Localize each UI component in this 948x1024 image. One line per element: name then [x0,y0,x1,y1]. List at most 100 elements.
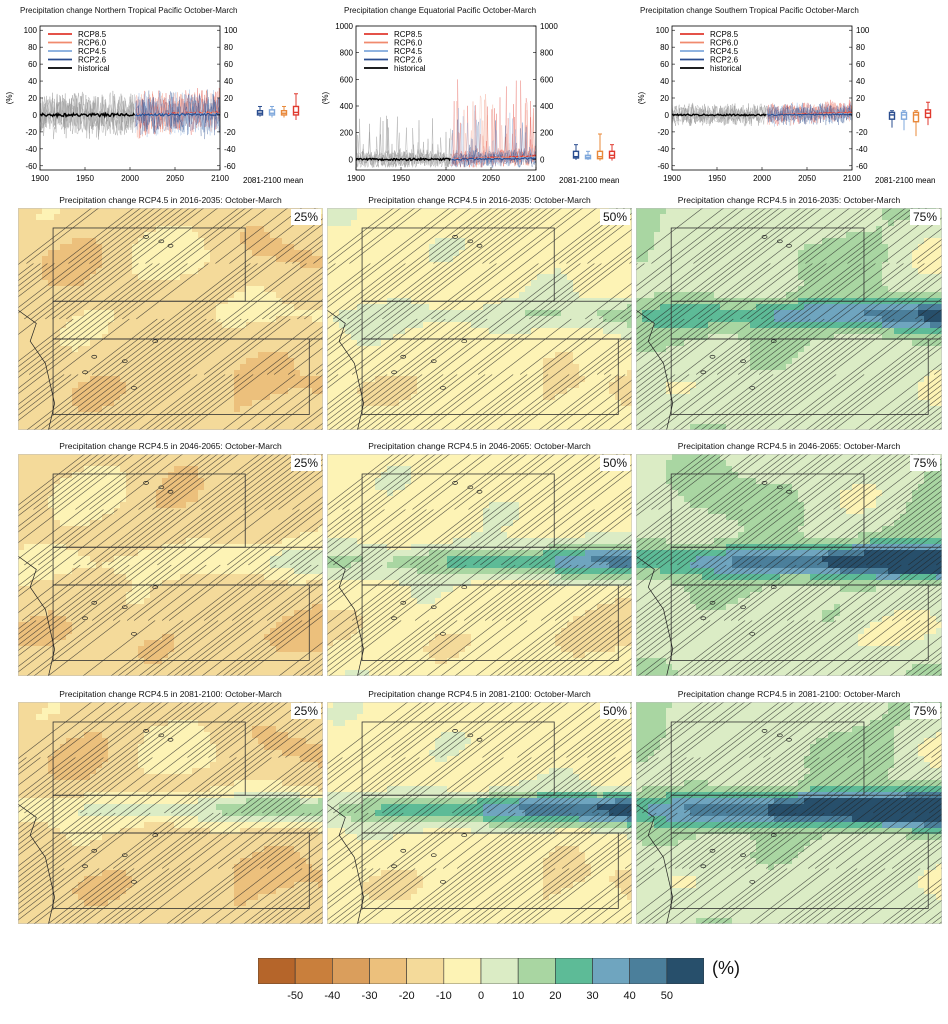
boxplot-rcp85 [608,144,616,161]
field-cell [48,298,54,304]
field-cell [351,286,357,292]
field-cell [579,208,585,214]
y-tick-label: -60 [224,162,236,171]
field-cell [666,238,672,244]
field-cell [375,394,381,400]
field-cell [126,406,132,412]
field-cell [60,382,66,388]
field-cell [738,214,744,220]
field-cell [138,328,144,334]
hatch-line [18,263,48,287]
field-cell [561,400,567,406]
field-cell [519,358,525,364]
field-cell [138,406,144,412]
field-cell [186,262,192,268]
field-cell [525,334,531,340]
field-cell [240,376,246,382]
field-cell [441,268,447,274]
field-cell [186,400,192,406]
field-cell [435,292,441,298]
field-cell [102,382,108,388]
field-cell [48,220,54,226]
field-cell [198,268,204,274]
field-cell [666,226,672,232]
field-cell [381,376,387,382]
field-cell [660,226,666,232]
field-cell [393,274,399,280]
field-cell [60,280,66,286]
field-cell [507,220,513,226]
field-cell [204,376,210,382]
field-cell [453,268,459,274]
field-cell [459,310,465,316]
field-cell [288,226,294,232]
legend-label: RCP8.5 [394,30,423,39]
field-cell [264,346,270,352]
field-cell [96,376,102,382]
scenario-member-line [767,102,853,123]
field-cell [918,226,924,232]
hatch-line [89,208,162,264]
field-cell [180,232,186,238]
hatch-line [377,208,450,264]
field-cell [579,322,585,328]
hatch-line [166,374,240,430]
field-cell [138,238,144,244]
scenario-member-line [767,102,853,127]
field-cell [912,250,918,256]
field-cell [615,322,621,328]
hatch-line [199,263,272,320]
field-cell [210,208,216,214]
field-cell [393,382,399,388]
field-cell [318,364,323,370]
field-cell [441,346,447,352]
field-cell [423,376,429,382]
field-cell [603,286,609,292]
hatch-line [75,208,148,264]
field-cell [258,286,264,292]
field-cell [513,352,519,358]
field-cell [537,382,543,388]
field-cell [567,334,573,340]
field-cell [174,286,180,292]
y-tick-label: 200 [540,129,554,138]
field-cell [447,400,453,406]
chart-title: Precipitation change Southern Tropical P… [640,6,859,15]
hatch-line [587,228,632,264]
field-cell [507,394,513,400]
field-cell [405,310,411,316]
field-cell [114,334,120,340]
field-cell [312,424,318,430]
field-cell [459,256,465,262]
field-cell [489,208,495,214]
field-cell [72,418,78,424]
hatch-line [529,263,602,320]
field-cell [48,406,54,412]
field-cell [216,358,222,364]
field-cell [78,262,84,268]
field-cell [138,394,144,400]
field-cell [561,406,567,412]
x-tick-label: 1900 [347,174,365,183]
field-cell [162,220,168,226]
field-cell [531,334,537,340]
field-cell [162,292,168,298]
hatch-line [519,318,593,375]
field-cell [423,322,429,328]
field-cell [240,334,246,340]
field-cell [714,244,720,250]
field-cell [18,358,24,364]
field-cell [525,346,531,352]
field-cell [732,232,738,238]
field-cell [696,232,702,238]
field-cell [459,364,465,370]
field-cell [477,292,483,298]
field-cell [585,280,591,286]
hatch-line [18,263,62,298]
field-cell [453,382,459,388]
field-cell [228,316,234,322]
field-cell [333,304,339,310]
field-cell [60,328,66,334]
field-cell [234,328,240,334]
field-cell [543,286,549,292]
